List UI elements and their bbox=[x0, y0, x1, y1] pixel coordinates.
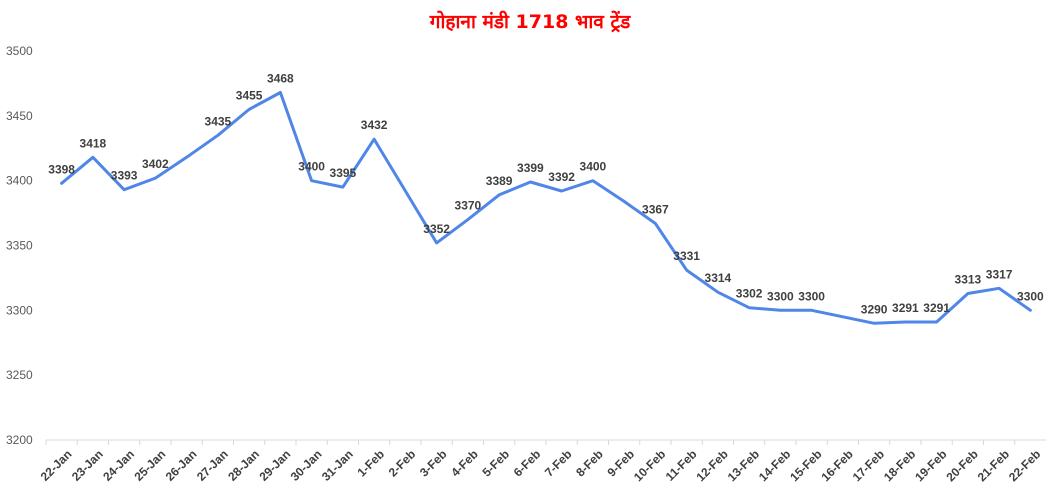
data-label: 3400 bbox=[580, 160, 607, 174]
data-label: 3290 bbox=[861, 302, 888, 316]
x-tick-label: 10-Feb bbox=[631, 447, 668, 484]
y-tick-label: 3500 bbox=[6, 44, 33, 58]
x-tick-label: 3-Feb bbox=[417, 447, 450, 480]
data-label: 3370 bbox=[455, 199, 482, 213]
x-tick-label: 23-Jan bbox=[69, 447, 106, 484]
x-tick-label: 6-Feb bbox=[511, 447, 544, 480]
data-label: 3399 bbox=[517, 161, 544, 175]
y-tick-label: 3200 bbox=[6, 433, 33, 447]
series-line bbox=[60, 91, 1032, 325]
data-label: 3291 bbox=[923, 301, 950, 315]
x-tick-label: 13-Feb bbox=[725, 447, 762, 484]
chart-title: गोहाना मंडी 1718 भाव ट्रेंड bbox=[429, 10, 631, 33]
data-label: 3418 bbox=[80, 136, 107, 150]
x-tick-label: 15-Feb bbox=[787, 447, 824, 484]
data-label: 3331 bbox=[673, 249, 700, 263]
x-tick-label: 11-Feb bbox=[663, 447, 700, 484]
x-tick-label: 4-Feb bbox=[448, 447, 481, 480]
x-tick-label: 24-Jan bbox=[100, 447, 137, 484]
x-tick-label: 14-Feb bbox=[756, 447, 793, 484]
x-tick-label: 20-Feb bbox=[944, 447, 981, 484]
data-label: 3300 bbox=[767, 289, 794, 303]
x-tick-label: 18-Feb bbox=[881, 447, 918, 484]
y-tick-label: 3350 bbox=[6, 239, 33, 253]
data-label: 3392 bbox=[548, 170, 575, 184]
x-tick-label: 1-Feb bbox=[354, 447, 387, 480]
y-axis-ticks: 3200 3250 3300 3350 3400 3450 3500 bbox=[6, 44, 33, 447]
data-label: 3395 bbox=[330, 166, 357, 180]
x-axis-ticks: 22-Jan23-Jan24-Jan25-Jan26-Jan27-Jan28-J… bbox=[38, 440, 1043, 484]
data-label: 3314 bbox=[705, 271, 732, 285]
x-tick-label: 22-Feb bbox=[1006, 447, 1043, 484]
x-tick-label: 28-Jan bbox=[225, 447, 262, 484]
y-tick-label: 3300 bbox=[6, 303, 33, 317]
x-tick-label: 19-Feb bbox=[912, 447, 949, 484]
x-tick-label: 25-Jan bbox=[131, 447, 168, 484]
data-label: 3313 bbox=[955, 272, 982, 286]
data-label: 3402 bbox=[142, 157, 169, 171]
data-label: 3400 bbox=[298, 160, 325, 174]
data-label: 3398 bbox=[48, 162, 75, 176]
x-tick-label: 27-Jan bbox=[194, 447, 231, 484]
data-label: 3432 bbox=[361, 118, 388, 132]
x-tick-label: 17-Feb bbox=[850, 447, 887, 484]
y-tick-label: 3450 bbox=[6, 109, 33, 123]
y-tick-label: 3250 bbox=[6, 368, 33, 382]
data-label: 3302 bbox=[736, 287, 763, 301]
x-tick-label: 30-Jan bbox=[288, 447, 325, 484]
y-tick-label: 3400 bbox=[6, 174, 33, 188]
x-tick-label: 31-Jan bbox=[319, 447, 356, 484]
data-labels: 3398 3418 3393 3402 3435 3455 3468 3400 3395 3432… bbox=[48, 71, 1044, 316]
data-label: 3352 bbox=[423, 222, 450, 236]
data-label: 3393 bbox=[111, 169, 138, 183]
x-tick-label: 8-Feb bbox=[573, 447, 606, 480]
x-tick-label: 12-Feb bbox=[694, 447, 731, 484]
data-label: 3300 bbox=[1017, 289, 1044, 303]
x-tick-label: 29-Jan bbox=[256, 447, 293, 484]
data-label: 3468 bbox=[267, 71, 294, 85]
data-label: 3435 bbox=[205, 114, 232, 128]
data-label: 3317 bbox=[986, 267, 1013, 281]
x-tick-label: 2-Feb bbox=[386, 447, 419, 480]
x-tick-label: 21-Feb bbox=[975, 447, 1012, 484]
x-tick-label: 22-Jan bbox=[38, 447, 75, 484]
series-line-group bbox=[60, 91, 1032, 325]
data-label: 3455 bbox=[236, 88, 263, 102]
x-tick-label: 7-Feb bbox=[542, 447, 575, 480]
data-label: 3367 bbox=[642, 202, 669, 216]
data-label: 3300 bbox=[798, 289, 825, 303]
x-tick-label: 16-Feb bbox=[819, 447, 856, 484]
data-label: 3291 bbox=[892, 301, 919, 315]
x-tick-label: 5-Feb bbox=[479, 447, 512, 480]
data-label: 3389 bbox=[486, 174, 513, 188]
x-tick-label: 26-Jan bbox=[163, 447, 200, 484]
